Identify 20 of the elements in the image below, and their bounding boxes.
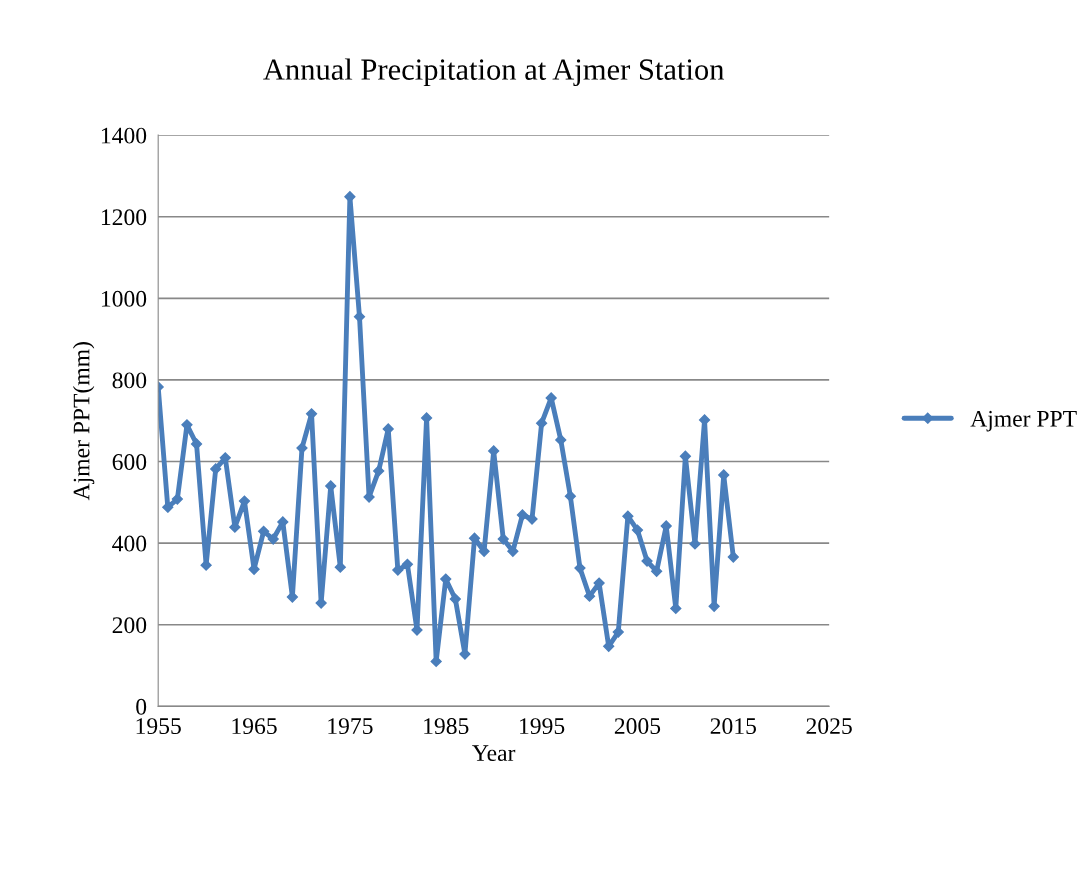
x-tick-label: 1955: [136, 718, 181, 735]
x-tick-label: 2025: [806, 718, 852, 735]
x-tick-label: 1995: [520, 718, 565, 735]
x-tick-label: 1975: [328, 718, 373, 735]
x-axis-title: Year: [472, 745, 516, 762]
y-tick-label: 600: [112, 454, 147, 470]
y-tick-label: 0: [136, 698, 147, 715]
y-tick-label: 1000: [101, 290, 147, 307]
y-tick-label: 1200: [101, 209, 147, 226]
legend-label: Ajmer PPT: [970, 410, 1077, 432]
x-tick-label: 1965: [232, 718, 277, 735]
x-tick-label: 2015: [710, 718, 756, 735]
y-tick-label: 200: [112, 617, 147, 634]
y-axis-title: Ajmer PPT(mm): [72, 342, 95, 501]
x-tick-label: 2005: [614, 718, 661, 735]
y-tick-label: 800: [112, 372, 147, 389]
chart-title: Annual Precipitation at Ajmer Station: [263, 58, 725, 87]
y-tick-label: 1400: [101, 127, 147, 144]
y-tick-label: 400: [112, 535, 147, 552]
x-tick-label: 1985: [424, 718, 469, 735]
